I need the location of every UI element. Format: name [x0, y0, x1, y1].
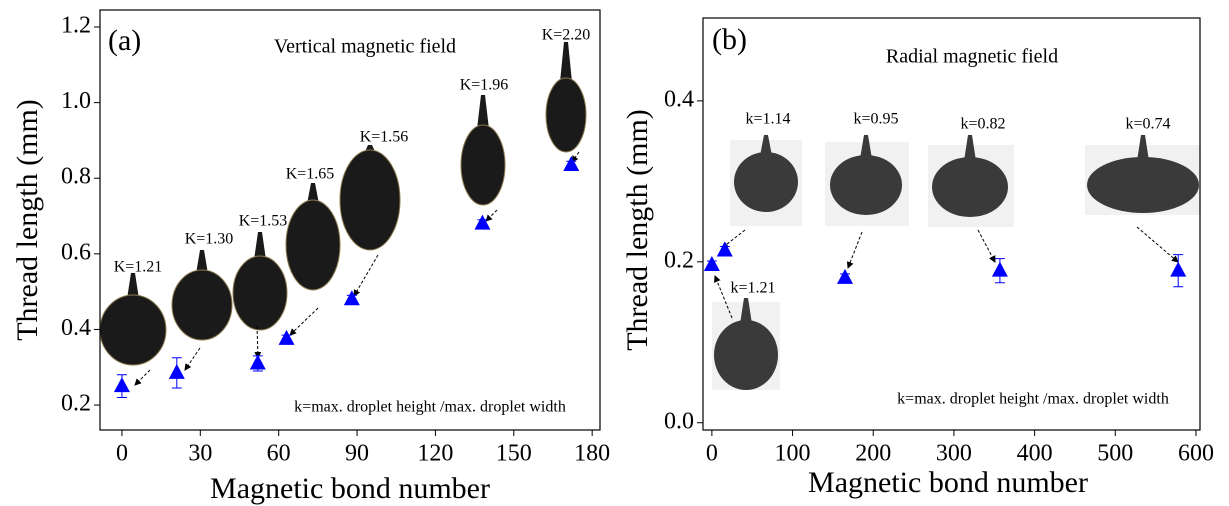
- droplet-arrow: [714, 275, 733, 319]
- droplet-label: K=1.65: [286, 166, 335, 183]
- droplet: [1087, 157, 1199, 213]
- droplet-neck: [560, 42, 572, 82]
- data-point: [113, 377, 130, 393]
- y-tick-label: 0.8: [61, 164, 91, 190]
- droplet-neck: [964, 135, 976, 161]
- data-point: [991, 261, 1008, 277]
- droplet-neck: [307, 183, 319, 204]
- x-tick-label: 150: [496, 441, 532, 467]
- droplet-arrow: [254, 325, 262, 359]
- panel-label: (b): [712, 23, 747, 56]
- x-tick-label: 180: [574, 441, 610, 467]
- droplet-label: K=1.56: [360, 129, 409, 146]
- y-tick-label: 0.4: [61, 315, 91, 341]
- droplet: [714, 320, 778, 390]
- y-axis-title: Thread length (mm): [11, 99, 44, 341]
- droplet-neck: [860, 135, 872, 159]
- plot-frame: [702, 17, 1201, 431]
- droplet: [932, 157, 1008, 217]
- panel-label: (a): [108, 24, 141, 57]
- droplet-arrow: [353, 254, 379, 297]
- y-axis-title: Thread length (mm): [621, 109, 654, 351]
- x-tick-label: 200: [855, 441, 891, 467]
- droplet-label: K=2.20: [542, 27, 591, 44]
- y-tick-label: 0.2: [664, 247, 694, 273]
- droplet: [460, 124, 506, 206]
- droplet-label: k=0.74: [1125, 116, 1170, 133]
- y-tick-label: 0.6: [61, 239, 91, 265]
- x-tick-label: 90: [345, 441, 369, 467]
- data-point: [837, 268, 853, 284]
- panel-title: Radial magnetic field: [886, 46, 1058, 68]
- droplet: [232, 255, 288, 331]
- droplet-neck: [254, 232, 266, 260]
- data-point: [703, 256, 720, 272]
- droplet-neck: [127, 273, 139, 299]
- x-tick-label: 500: [1097, 441, 1133, 467]
- droplet: [339, 149, 401, 251]
- droplet-arrow: [134, 369, 151, 386]
- x-tick-label: 300: [936, 441, 972, 467]
- y-tick-label: 0.0: [664, 408, 694, 434]
- data-point: [1170, 261, 1187, 277]
- droplet-label: K=1.96: [460, 77, 509, 94]
- note: k=max. droplet height /max. droplet widt…: [294, 399, 566, 416]
- droplet-arrow: [1136, 226, 1179, 263]
- droplet: [171, 269, 233, 341]
- droplet-neck: [1137, 135, 1149, 161]
- x-tick-label: 0: [706, 441, 718, 467]
- droplet-arrow: [977, 229, 996, 263]
- x-axis-title: Magnetic bond number: [210, 472, 490, 505]
- droplet: [830, 155, 902, 215]
- plot-frame: [99, 9, 601, 431]
- x-tick-label: 100: [775, 441, 811, 467]
- droplet-neck: [740, 298, 752, 324]
- panel-title: Vertical magnetic field: [274, 36, 456, 58]
- y-tick-label: 1.2: [61, 13, 91, 39]
- droplet-neck: [760, 135, 772, 156]
- droplet-arrow: [289, 307, 319, 336]
- droplet: [285, 199, 341, 291]
- data-point: [278, 329, 295, 345]
- data-point: [343, 290, 360, 306]
- note: k=max. droplet height /max. droplet widt…: [897, 391, 1169, 408]
- data-point: [563, 155, 580, 171]
- data-point: [249, 354, 266, 370]
- droplet-label: k=1.21: [730, 280, 775, 297]
- droplet-arrow: [184, 347, 201, 371]
- droplet-neck: [477, 95, 489, 129]
- droplet-label: K=1.30: [185, 231, 234, 248]
- droplet-label: k=1.14: [745, 111, 790, 128]
- y-tick-label: 0.4: [664, 86, 694, 112]
- data-point: [716, 241, 733, 257]
- data-point: [168, 363, 185, 379]
- droplet: [734, 152, 798, 212]
- droplet-label: k=0.95: [853, 111, 898, 128]
- x-tick-label: 400: [1017, 441, 1053, 467]
- droplet-label: K=1.21: [114, 259, 163, 276]
- x-tick-label: 120: [417, 441, 453, 467]
- droplet-arrow: [846, 231, 863, 269]
- x-axis-title: Magnetic bond number: [808, 466, 1088, 499]
- y-tick-label: 1.0: [61, 88, 91, 114]
- droplet: [99, 294, 167, 366]
- x-tick-label: 600: [1178, 441, 1214, 467]
- x-tick-label: 30: [188, 441, 212, 467]
- droplet: [545, 77, 587, 153]
- droplet-neck: [196, 250, 208, 274]
- droplet-label: k=0.82: [960, 116, 1005, 133]
- x-tick-label: 60: [267, 441, 291, 467]
- data-point: [474, 214, 491, 230]
- droplet-label: K=1.53: [239, 213, 288, 230]
- droplet-arrow: [485, 209, 498, 222]
- y-tick-label: 0.2: [61, 391, 91, 417]
- x-tick-label: 0: [116, 441, 128, 467]
